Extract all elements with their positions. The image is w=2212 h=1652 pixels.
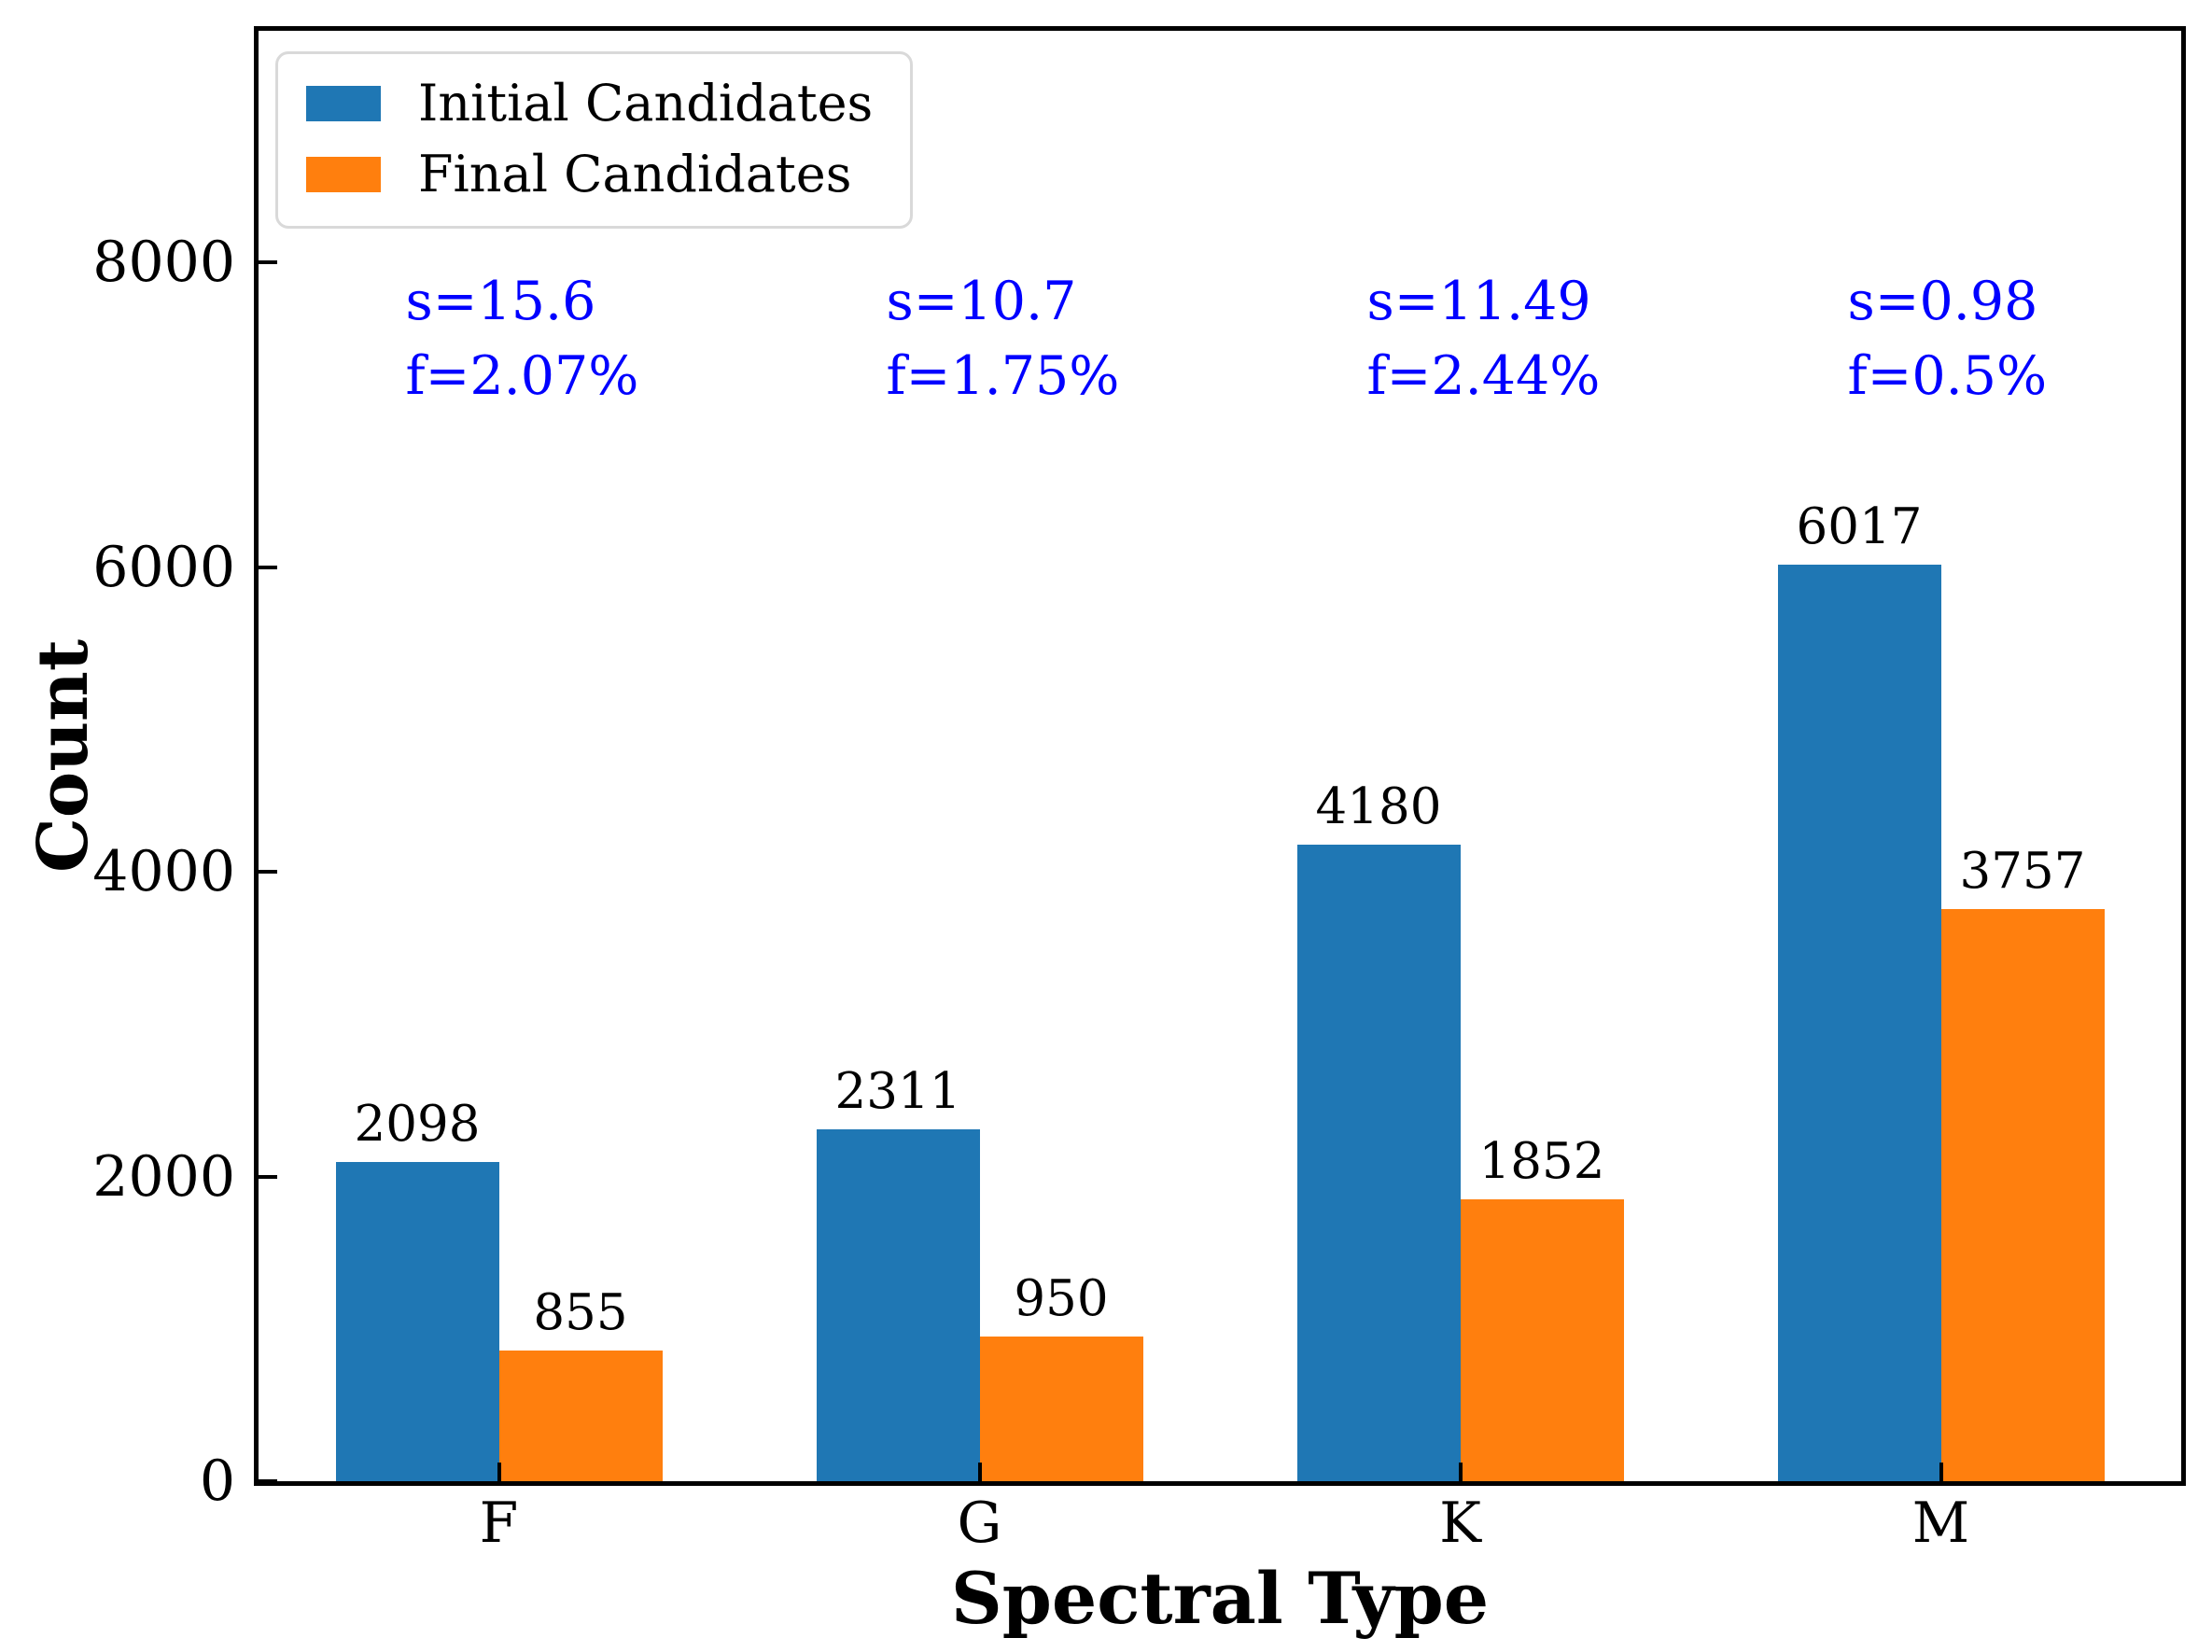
legend-label: Initial Candidates — [418, 74, 874, 133]
x-tick-mark — [1939, 1463, 1943, 1481]
y-tick-label: 4000 — [92, 839, 235, 905]
initial-candidates-bar — [1296, 844, 1461, 1481]
bar-value-label: 3757 — [1959, 842, 2086, 900]
selection-annotation: s=10.7 f=1.75% — [887, 264, 1279, 413]
bar-value-label: 1852 — [1478, 1132, 1605, 1190]
y-tick-mark — [259, 1174, 277, 1179]
selection-annotation: s=15.6 f=2.07% — [406, 264, 798, 413]
y-tick-label: 0 — [199, 1449, 235, 1514]
x-tick-label: G — [957, 1491, 1002, 1556]
x-tick-mark — [977, 1463, 982, 1481]
annotation-fraction: f=2.44% — [1366, 345, 1601, 407]
x-tick-label: F — [479, 1491, 519, 1556]
y-tick-mark — [259, 870, 277, 875]
bar-value-label: 950 — [1014, 1269, 1109, 1327]
annotation-fraction: f=0.5% — [1847, 345, 2048, 407]
legend-item: Initial Candidates — [306, 75, 873, 133]
y-tick-label: 8000 — [92, 230, 235, 296]
final-candidates-bar — [498, 1351, 663, 1481]
initial-candidates-bar — [335, 1161, 499, 1481]
final-candidates-bar — [1940, 908, 2105, 1481]
legend: Initial Candidates Final Candidates — [275, 51, 914, 229]
annotation-fraction: f=2.07% — [405, 345, 639, 407]
initial-candidates-bar — [1777, 564, 1941, 1481]
y-tick-mark — [259, 565, 277, 569]
bar-value-label: 855 — [533, 1284, 628, 1342]
x-tick-mark — [1458, 1463, 1463, 1481]
final-candidates-bar — [1460, 1198, 1624, 1481]
legend-item: Final Candidates — [306, 146, 873, 203]
x-tick-label: M — [1911, 1491, 1970, 1556]
x-tick-label: K — [1439, 1491, 1481, 1556]
annotation-significance: s=11.49 — [1366, 271, 1591, 332]
legend-swatch — [306, 86, 381, 121]
initial-candidates-bar — [816, 1128, 980, 1481]
annotation-fraction: f=1.75% — [886, 345, 1120, 407]
bar-value-label: 2098 — [354, 1095, 481, 1153]
x-axis-title: Spectral Type — [950, 1557, 1490, 1640]
y-tick-label: 6000 — [92, 534, 235, 600]
bar-value-label: 6017 — [1796, 497, 1923, 555]
legend-label: Final Candidates — [418, 145, 852, 203]
bar-value-label: 2311 — [834, 1062, 961, 1120]
selection-annotation: s=0.98 f=0.5% — [1848, 264, 2212, 413]
y-tick-label: 2000 — [92, 1143, 235, 1210]
selection-annotation: s=11.49 f=2.44% — [1367, 264, 1759, 413]
y-tick-mark — [259, 260, 277, 265]
annotation-significance: s=0.98 — [1847, 271, 2038, 332]
annotation-significance: s=10.7 — [886, 271, 1077, 332]
x-tick-mark — [497, 1463, 501, 1481]
y-tick-mark — [259, 1479, 277, 1483]
annotation-significance: s=15.6 — [405, 271, 596, 332]
final-candidates-bar — [979, 1336, 1143, 1481]
bar-value-label: 4180 — [1315, 777, 1442, 835]
legend-swatch — [306, 157, 381, 192]
